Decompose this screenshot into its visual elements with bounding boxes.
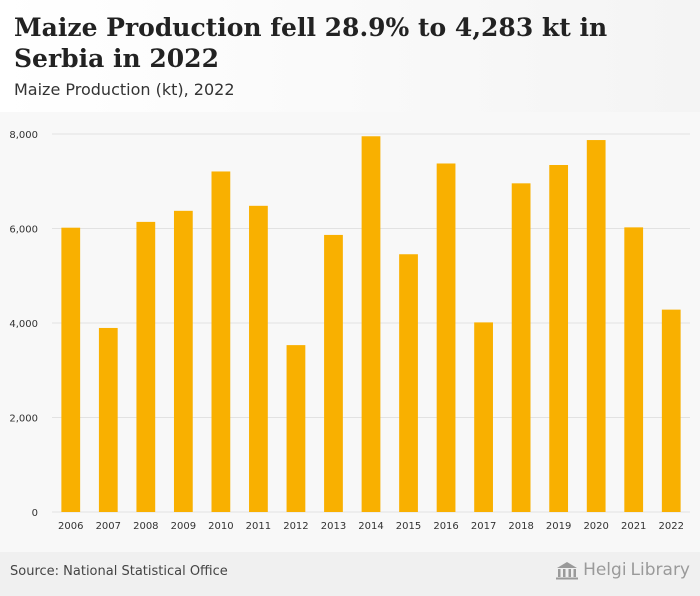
x-tick-label: 2011 — [246, 521, 271, 532]
bar — [286, 345, 306, 512]
bar — [661, 309, 681, 512]
x-tick-label: 2019 — [546, 521, 571, 532]
chart-footer: Source: National Statistical Office Helg… — [0, 552, 700, 596]
bar-chart: 0 2,000 4,000 6,000 8,000 2006 2007 2008 2009 201… — [9, 130, 690, 532]
x-tick-label: 2013 — [321, 521, 346, 532]
brand-logo[interactable]: Helgi Library — [555, 560, 690, 580]
brand-name-library: Library — [630, 560, 690, 580]
bar — [324, 234, 343, 512]
x-tick-label: 2006 — [58, 521, 83, 532]
bar — [361, 136, 381, 512]
x-tick-label: 2017 — [471, 521, 496, 532]
bar — [136, 221, 156, 512]
x-tick-label: 2016 — [433, 521, 458, 532]
brand-name-helgi: Helgi — [583, 560, 627, 580]
y-tick-label: 0 — [32, 508, 38, 519]
chart-subtitle: Maize Production (kt), 2022 — [14, 80, 235, 99]
x-tick-label: 2015 — [396, 521, 421, 532]
x-tick-label: 2012 — [283, 521, 308, 532]
bar — [399, 254, 418, 512]
bar — [173, 210, 193, 512]
bar — [586, 140, 606, 512]
x-tick-label: 2021 — [621, 521, 646, 532]
x-tick-label: 2018 — [508, 521, 533, 532]
x-tick-label: 2014 — [358, 521, 383, 532]
x-tick-label: 2007 — [96, 521, 121, 532]
bar — [436, 163, 456, 512]
library-building-icon — [556, 562, 579, 580]
bar — [249, 205, 268, 512]
x-tick-label: 2009 — [171, 521, 196, 532]
bar — [98, 327, 118, 512]
x-tick-label: 2010 — [208, 521, 233, 532]
bar — [549, 164, 569, 512]
chart-title: Maize Production fell 28.9% to 4,283 kt … — [14, 13, 608, 73]
y-tick-label: 2,000 — [9, 414, 38, 425]
x-tick-label: 2008 — [133, 521, 158, 532]
bar — [624, 227, 644, 512]
bar — [211, 171, 231, 513]
bar — [61, 227, 81, 512]
x-tick-label: 2022 — [659, 521, 684, 532]
y-tick-label: 4,000 — [9, 319, 38, 330]
source-note: Source: National Statistical Office — [10, 564, 228, 579]
x-tick-label: 2020 — [583, 521, 608, 532]
bar — [511, 183, 531, 512]
bar — [474, 322, 493, 512]
chart-header: Maize Production fell 28.9% to 4,283 kt … — [0, 0, 700, 112]
y-tick-label: 6,000 — [9, 225, 38, 236]
y-tick-label: 8,000 — [9, 130, 38, 141]
